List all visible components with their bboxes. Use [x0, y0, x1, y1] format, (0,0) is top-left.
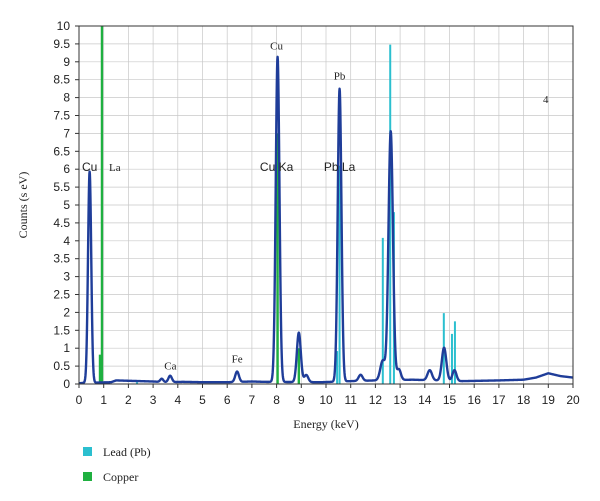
peak-annotation: Pb — [334, 71, 346, 83]
x-tick-label: 20 — [566, 393, 580, 407]
y-tick-label: 3.5 — [53, 252, 70, 266]
x-tick-label: 16 — [468, 393, 482, 407]
peak-annotation: Cu — [270, 40, 283, 52]
x-tick-label: 1 — [100, 393, 107, 407]
legend-swatch — [83, 472, 92, 481]
peak-annotation: Cu Ka — [260, 160, 294, 174]
x-tick-label: 0 — [76, 393, 83, 407]
spectrum-line — [78, 55, 574, 385]
y-axis-title: Counts (s eV) — [16, 172, 30, 239]
y-tick-label: 7.5 — [53, 109, 70, 123]
y-tick-label: 5 — [63, 198, 70, 212]
grid — [78, 25, 574, 385]
y-tick-label: 10 — [57, 19, 71, 33]
peak-annotation: Ca — [164, 361, 176, 373]
x-axis-ticks: 0 1 2 3 4 5 6 7 8 9 10 11 12 13 14 15 16 17 18 19 20 — [76, 384, 580, 407]
x-tick-label: 15 — [443, 393, 457, 407]
x-tick-label: 19 — [542, 393, 556, 407]
x-tick-label: 4 — [174, 393, 181, 407]
x-tick-label: 17 — [492, 393, 506, 407]
y-tick-label: 8.5 — [53, 73, 70, 87]
legend-swatch — [83, 447, 92, 456]
peak-annotation: Fe — [232, 354, 243, 366]
y-tick-label: 9.5 — [53, 37, 70, 51]
y-tick-label: 4 — [63, 234, 70, 248]
x-tick-label: 8 — [273, 393, 280, 407]
y-tick-label: 0.5 — [53, 359, 70, 373]
y-tick-label: 3 — [63, 270, 70, 284]
spectrum-series — [78, 55, 574, 385]
x-tick-label: 18 — [517, 393, 531, 407]
y-tick-label: 7 — [63, 126, 70, 140]
peak-annotation: Cu — [82, 160, 97, 174]
y-tick-label: 9 — [63, 55, 70, 69]
legend: Lead (Pb) Copper — [83, 445, 151, 484]
x-tick-label: 3 — [150, 393, 157, 407]
y-axis-ticks: 0 0.5 1 1.5 2 2.5 3 3.5 4 4.5 5 5.5 6 6.5 7 7.5 8 8.5 9 9.5… — [53, 19, 79, 391]
legend-entry-label: Lead (Pb) — [103, 445, 151, 459]
y-tick-label: 4.5 — [53, 216, 70, 230]
x-tick-label: 10 — [319, 393, 333, 407]
y-tick-label: 1 — [63, 341, 70, 355]
x-tick-label: 9 — [298, 393, 305, 407]
x-tick-label: 7 — [249, 393, 256, 407]
y-tick-label: 8 — [63, 91, 70, 105]
x-tick-label: 12 — [369, 393, 383, 407]
y-tick-label: 1.5 — [53, 323, 70, 337]
x-tick-label: 13 — [393, 393, 407, 407]
peak-annotations: Cu La Ca Fe Cu Cu Ka Pb Pb La — [82, 40, 356, 372]
y-tick-label: 6 — [63, 162, 70, 176]
y-tick-label: 5.5 — [53, 180, 70, 194]
x-tick-label: 6 — [224, 393, 231, 407]
y-tick-label: 2.5 — [53, 288, 70, 302]
x-tick-label: 14 — [418, 393, 432, 407]
legend-entry-label: Copper — [103, 470, 138, 484]
peak-annotation: Pb La — [324, 160, 356, 174]
panel-label: 4 — [543, 94, 549, 106]
y-tick-label: 0 — [63, 377, 70, 391]
x-axis-title: Energy (keV) — [293, 417, 358, 431]
x-tick-label: 5 — [199, 393, 206, 407]
y-tick-label: 6.5 — [53, 144, 70, 158]
x-tick-label: 2 — [125, 393, 132, 407]
x-tick-label: 11 — [344, 393, 357, 407]
y-tick-label: 2 — [63, 305, 70, 319]
peak-annotation: La — [109, 162, 121, 174]
